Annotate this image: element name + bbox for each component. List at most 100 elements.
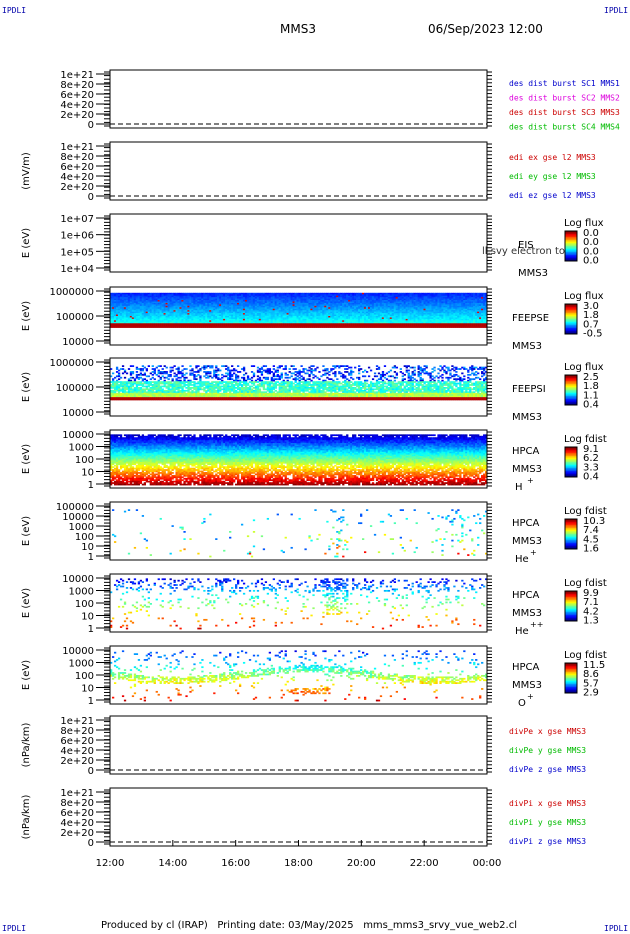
colorbar-segment [565, 388, 577, 391]
colorbar-segment [565, 313, 577, 315]
panel-3: 1e+07 1e+06 1e+05 1e+04 E (eV) EIS MMS3 ll.svy … [21, 213, 604, 279]
y-tick-label: 1000 [69, 522, 94, 533]
colorbar-segment [565, 616, 577, 619]
panel-4: 1000000 100000 10000 E (eV) FEEPSE MMS3 Log fl… [21, 286, 604, 352]
colorbar-segment [565, 678, 577, 680]
y-tick-label: 1e+06 [60, 231, 94, 242]
colorbar-segment [565, 594, 577, 596]
y-axis-label: E (eV) [21, 588, 32, 618]
colorbar-segment [565, 532, 577, 535]
species-label: H [515, 482, 523, 493]
y-tick-label: 10 [81, 542, 94, 553]
colorbar-segment [565, 460, 577, 463]
legend-entry: divPe x gse MMS3 [509, 727, 586, 736]
y-tick-label: 4e+20 [60, 100, 94, 111]
colorbar-segment [565, 472, 577, 475]
y-tick-label: 100 [75, 532, 94, 543]
colorbar-segment [565, 675, 577, 677]
colorbar-segment [565, 618, 577, 620]
y-tick-label: 0 [88, 838, 94, 849]
species-superscript: + [527, 476, 534, 485]
panel-frame [109, 141, 488, 201]
colorbar-segment [565, 326, 577, 329]
colorbar-segment [565, 457, 577, 460]
colorbar-segment [565, 547, 577, 550]
y-tick-label: 1e+21 [60, 716, 94, 727]
species-superscript: ++ [530, 620, 543, 629]
colorbar-segment [565, 690, 577, 692]
y-tick-label: 6e+20 [60, 808, 94, 819]
colorbar-tick-label: 8.6 [583, 669, 599, 680]
y-tick-label: 1e+04 [60, 264, 94, 275]
colorbar-segment [565, 375, 577, 377]
colorbar-segment [565, 681, 577, 683]
y-tick-label: 4e+20 [60, 172, 94, 183]
species-label: O [518, 698, 526, 709]
corner-label-bottom-right: IPDLI [604, 924, 629, 933]
colorbar-segment [565, 603, 577, 605]
colorbar-segment [565, 235, 577, 238]
colorbar-tick-label: 4.2 [583, 606, 599, 617]
y-tick-label: 4e+20 [60, 746, 94, 757]
y-tick-label: 2e+20 [60, 756, 94, 767]
colorbar-segment [565, 607, 577, 610]
colorbar-segment [565, 259, 577, 262]
colorbar-segment [565, 471, 577, 473]
colorbar-segment [565, 679, 577, 682]
colorbar-segment [565, 317, 577, 320]
legend-entry: divPi y gse MMS3 [509, 818, 586, 827]
y-tick-label: 10 [81, 684, 94, 695]
colorbar-tick-label: 1.1 [583, 390, 599, 401]
y-axis-label: E (eV) [21, 660, 32, 690]
colorbar-segment [565, 691, 577, 694]
colorbar-segment [565, 249, 577, 251]
y-tick-label: 8e+20 [60, 798, 94, 809]
colorbar-segment [565, 304, 577, 306]
colorbar-tick-label: 0.0 [583, 256, 599, 267]
colorbar-segment [565, 544, 577, 547]
colorbar-segment [565, 390, 577, 392]
y-tick-label: 1000 [69, 659, 94, 670]
colorbar-segment [565, 384, 577, 386]
y-tick-label: 4e+20 [60, 818, 94, 829]
colorbar-segment [565, 255, 577, 257]
colorbar-segment [565, 682, 577, 685]
y-tick-label: 6e+20 [60, 90, 94, 101]
colorbar-tick-label: 1.8 [583, 310, 599, 321]
datetime-title: 06/Sep/2023 12:00 [428, 22, 543, 36]
y-tick-label: 100000 [56, 502, 94, 513]
y-tick-label: 100 [75, 455, 94, 466]
y-tick-label: 8e+20 [60, 152, 94, 163]
legend-entry: des dist burst SC3 MMS3 [509, 108, 620, 117]
colorbar-segment [565, 600, 577, 602]
spacecraft-title: MMS3 [280, 22, 316, 36]
colorbar-segment [565, 688, 577, 691]
colorbar-title: Log flux [564, 291, 604, 302]
colorbar-title: Log fdist [564, 506, 607, 517]
colorbar-segment [565, 329, 577, 332]
instrument-label: HPCA [512, 662, 540, 673]
colorbar-segment [565, 610, 577, 613]
instrument-label: MMS3 [512, 464, 542, 475]
y-tick-label: 2e+20 [60, 110, 94, 121]
colorbar-segment [565, 687, 577, 689]
y-axis-label: E (eV) [21, 301, 32, 331]
colorbar-segment [565, 314, 577, 317]
y-tick-label: 10000 [62, 646, 94, 657]
colorbar-segment [565, 448, 577, 451]
colorbar-segment [565, 546, 577, 548]
colorbar-segment [565, 592, 577, 595]
colorbar-segment [565, 244, 577, 247]
y-tick-label: 0 [88, 120, 94, 131]
y-tick-label: 10000 [62, 574, 94, 585]
x-tick-label: 18:00 [284, 858, 313, 869]
panel-frame [109, 645, 488, 705]
colorbar-segment [565, 311, 577, 314]
y-tick-label: 0 [88, 192, 94, 203]
y-axis-label: (nPa/km) [21, 795, 32, 840]
panel-5: 1000000 100000 10000 E (eV) FEEPSI MMS3 Log fl… [21, 357, 604, 423]
colorbar-tick-label: 10.3 [583, 516, 605, 527]
